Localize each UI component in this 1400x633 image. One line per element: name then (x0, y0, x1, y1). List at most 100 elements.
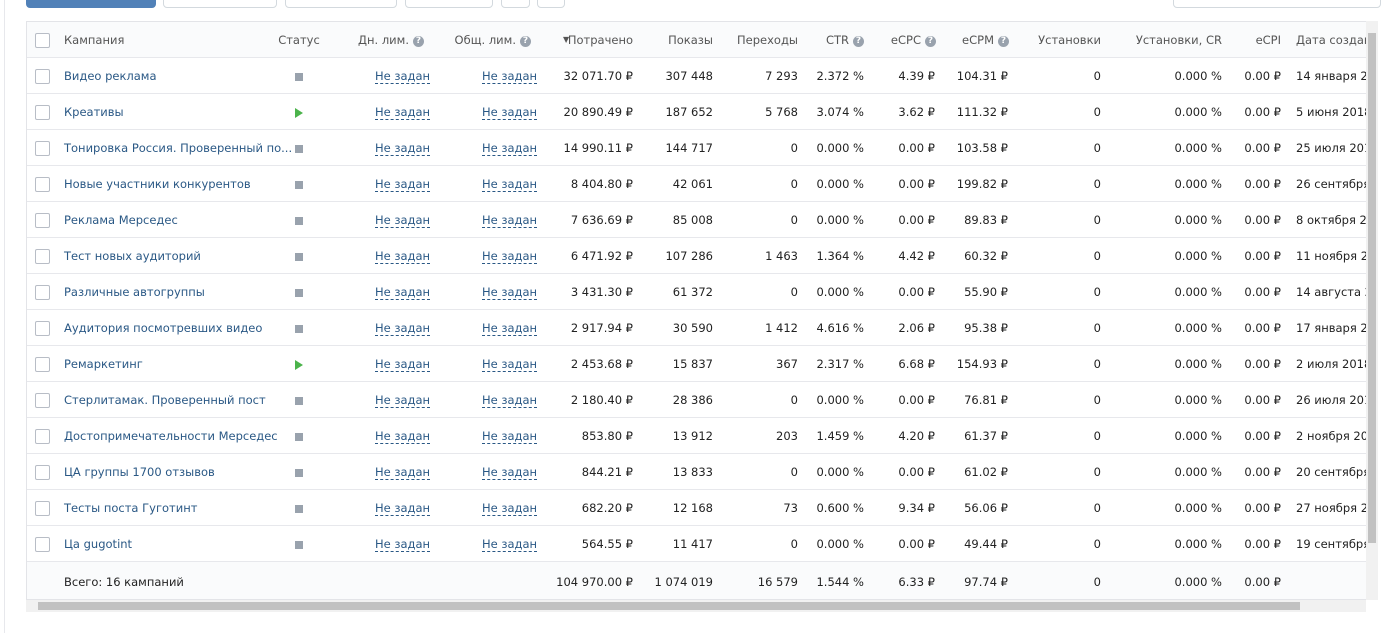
button[interactable] (285, 0, 397, 8)
limit-link[interactable]: Не задан (482, 501, 538, 516)
cell: 103.58 ₽ (956, 141, 1008, 155)
limit-link[interactable]: Не задан (375, 465, 431, 480)
cell: 11 417 (672, 537, 713, 551)
limit-link[interactable]: Не задан (482, 465, 538, 480)
campaign-name[interactable]: Реклама Мерседес (64, 213, 178, 227)
limit-link[interactable]: Не задан (375, 537, 431, 552)
checkbox[interactable] (35, 429, 50, 444)
campaign-name[interactable]: Новые участники конкурентов (64, 177, 251, 191)
limit-link[interactable]: Не задан (482, 249, 538, 264)
checkbox[interactable] (35, 393, 50, 408)
checkbox[interactable] (35, 177, 50, 192)
campaign-name[interactable]: Различные автогруппы (64, 285, 205, 299)
limit-link[interactable]: Не задан (375, 177, 431, 192)
footer-cell: 1 074 019 (654, 575, 713, 589)
column-header[interactable]: Дата создани (1296, 33, 1366, 47)
search-box[interactable] (1173, 0, 1381, 8)
checkbox[interactable] (35, 465, 50, 480)
limit-link[interactable]: Не задан (482, 141, 538, 156)
h-scroll-thumb[interactable] (38, 602, 1300, 610)
limit-link[interactable]: Не задан (482, 105, 538, 120)
cell: 0 (790, 177, 798, 191)
limit-cell: Не задан (375, 166, 431, 202)
limit-link[interactable]: Не задан (482, 213, 538, 228)
campaign-name[interactable]: Тесты поста Гуготинт (64, 501, 198, 515)
help-icon[interactable]: ? (520, 22, 531, 58)
button[interactable] (501, 0, 530, 8)
checkbox[interactable] (35, 249, 50, 264)
button[interactable] (163, 0, 277, 8)
help-icon[interactable]: ? (853, 22, 864, 58)
sort-icon[interactable]: ▼ (563, 35, 570, 44)
limit-cell: Не задан (482, 274, 538, 310)
checkbox[interactable] (35, 33, 50, 48)
campaign-name[interactable]: Аудитория посмотревших видео (64, 321, 263, 335)
limit-link[interactable]: Не задан (375, 321, 431, 336)
v-scroll-thumb[interactable] (1368, 33, 1376, 543)
limit-link[interactable]: Не задан (482, 393, 538, 408)
checkbox[interactable] (35, 321, 50, 336)
button[interactable] (405, 0, 493, 8)
v-scrollbar[interactable] (1366, 21, 1378, 600)
column-header[interactable]: Показы (668, 33, 713, 47)
checkbox[interactable] (35, 285, 50, 300)
limit-link[interactable]: Не задан (482, 429, 538, 444)
limit-link[interactable]: Не задан (482, 357, 538, 372)
campaign-name[interactable]: Тонировка Россия. Проверенный по... (64, 141, 293, 155)
campaign-name[interactable]: ЦА группы 1700 отзывов (64, 465, 215, 479)
help-icon[interactable]: ? (925, 22, 936, 58)
limit-link[interactable]: Не задан (375, 213, 431, 228)
cell: 19 сентября 2 (1296, 537, 1366, 551)
limit-link[interactable]: Не задан (375, 357, 431, 372)
campaign-name[interactable]: Тест новых аудиторий (64, 249, 201, 263)
button[interactable] (537, 0, 565, 8)
campaign-name[interactable]: Ца gugotint (64, 537, 133, 551)
campaign-name[interactable]: Достопримечательности Мерседес (64, 429, 278, 443)
column-header[interactable]: eCPI (1255, 33, 1281, 47)
checkbox[interactable] (35, 141, 50, 156)
column-header[interactable]: Общ. лим. (454, 33, 516, 47)
limit-link[interactable]: Не задан (375, 69, 431, 84)
checkbox[interactable] (35, 105, 50, 120)
limit-cell: Не задан (482, 346, 538, 382)
column-header[interactable]: Кампания (64, 33, 125, 47)
column-header[interactable]: Установки, CR (1135, 33, 1222, 47)
column-header[interactable]: Дн. лим. (358, 33, 409, 47)
campaign-name[interactable]: Ремаркетинг (64, 357, 143, 371)
cell: 4.42 ₽ (898, 249, 935, 263)
limit-link[interactable]: Не задан (482, 321, 538, 336)
limit-link[interactable]: Не задан (482, 69, 538, 84)
limit-link[interactable]: Не задан (375, 141, 431, 156)
column-header[interactable]: eCPC (890, 33, 921, 47)
column-header[interactable]: Статус (278, 33, 320, 47)
h-scrollbar[interactable] (26, 600, 1366, 612)
campaign-name[interactable]: Креативы (64, 105, 124, 119)
limit-link[interactable]: Не задан (482, 285, 538, 300)
checkbox[interactable] (35, 357, 50, 372)
campaign-name[interactable]: Стерлитамак. Проверенный пост (64, 393, 266, 407)
limit-link[interactable]: Не задан (482, 177, 538, 192)
limit-link[interactable]: Не задан (375, 429, 431, 444)
cell: 307 448 (665, 69, 713, 83)
limit-link[interactable]: Не задан (482, 537, 538, 552)
checkbox[interactable] (35, 537, 50, 552)
campaign-name[interactable]: Видео реклама (64, 69, 157, 83)
help-icon[interactable]: ? (998, 22, 1009, 58)
column-header[interactable]: Переходы (737, 33, 798, 47)
checkbox[interactable] (35, 501, 50, 516)
column-header[interactable]: CTR (825, 33, 849, 47)
column-header[interactable]: Потрачено (567, 33, 633, 47)
limit-link[interactable]: Не задан (375, 285, 431, 300)
checkbox[interactable] (35, 69, 50, 84)
primary-button[interactable] (26, 0, 156, 8)
limit-link[interactable]: Не задан (375, 393, 431, 408)
column-header[interactable]: Установки (1038, 33, 1101, 47)
help-icon[interactable]: ? (413, 22, 424, 58)
limit-link[interactable]: Не задан (375, 249, 431, 264)
limit-link[interactable]: Не задан (375, 501, 431, 516)
cell: 17 января 20 (1296, 321, 1366, 335)
footer-label: Всего: 16 кампаний (64, 575, 184, 589)
limit-link[interactable]: Не задан (375, 105, 431, 120)
checkbox[interactable] (35, 213, 50, 228)
column-header[interactable]: eCPM (962, 33, 994, 47)
